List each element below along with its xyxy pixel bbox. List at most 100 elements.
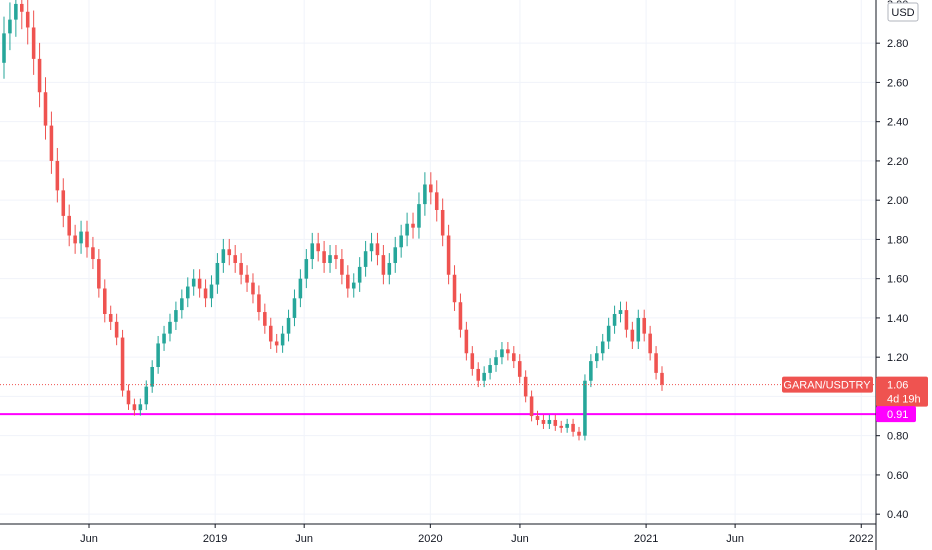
currency-label-text: USD — [891, 7, 914, 19]
candle — [405, 212, 409, 247]
candle-body — [20, 3, 24, 12]
candle — [517, 354, 522, 384]
candle — [606, 317, 611, 350]
candle-body — [263, 312, 267, 326]
candle — [2, 16, 6, 79]
candle-body — [565, 423, 569, 428]
x-tick-label: Jun — [511, 533, 529, 545]
candle-body — [310, 243, 315, 260]
last-price-badge-box — [876, 376, 928, 407]
candle — [375, 232, 380, 266]
candle — [257, 285, 261, 321]
candle — [91, 236, 95, 270]
candle-body — [440, 209, 445, 236]
candle — [67, 204, 71, 247]
candle-body — [648, 333, 652, 354]
candle — [387, 253, 392, 285]
support-line-badge: 0.91 — [876, 406, 916, 423]
candle-body — [405, 223, 409, 236]
candle-body — [132, 404, 137, 411]
candle-body — [488, 365, 492, 373]
candle-body — [251, 282, 255, 295]
candle-body — [61, 190, 66, 216]
candle — [553, 414, 558, 431]
candle-body — [417, 204, 421, 228]
candle-body — [458, 302, 463, 330]
candle — [268, 317, 273, 350]
candle — [541, 414, 546, 429]
candle-body — [168, 321, 172, 334]
candle-body — [126, 390, 131, 405]
candle — [168, 313, 172, 342]
x-tick-label: 2019 — [203, 533, 227, 545]
candle-body — [589, 361, 593, 381]
candle — [660, 366, 664, 391]
y-tick-label: 0.80 — [887, 431, 908, 443]
symbol-tag-text: GARAN/USDTRY — [783, 380, 871, 392]
candle — [595, 346, 599, 369]
candle-body — [138, 404, 143, 411]
candle-body — [108, 314, 113, 322]
candle-body — [606, 325, 611, 342]
y-tick-label: 1.60 — [887, 274, 908, 286]
candle-body — [67, 215, 71, 236]
symbol-tag-box — [782, 376, 873, 393]
candles — [0, 0, 876, 441]
time-axis[interactable]: Jun 2019 Jun 2020 Jun 2021 Jun 2022 — [0, 523, 876, 545]
candle-body — [583, 380, 587, 436]
candle — [144, 380, 149, 410]
candle-body — [630, 329, 635, 342]
candle — [274, 333, 279, 353]
candle-body — [399, 235, 403, 248]
x-tick-label: Jun — [295, 533, 313, 545]
candle — [470, 346, 475, 376]
candle — [97, 249, 101, 298]
candle — [73, 224, 77, 254]
candle-body — [512, 353, 516, 362]
candle-body — [577, 431, 581, 436]
candle-body — [239, 262, 243, 275]
candle — [203, 279, 208, 308]
candle — [381, 245, 386, 285]
candle-body — [185, 286, 190, 299]
candle-body — [470, 353, 475, 369]
candle — [221, 238, 226, 273]
candle — [446, 224, 451, 285]
candle — [180, 289, 184, 319]
candle — [464, 321, 469, 361]
candle — [174, 301, 178, 330]
candle-body — [156, 343, 160, 367]
candle-body — [25, 11, 30, 28]
candle-body — [120, 337, 125, 391]
candle-body — [274, 341, 279, 346]
candle — [292, 289, 297, 327]
y-tick-label: 1.80 — [887, 234, 908, 246]
candle — [245, 265, 249, 292]
candle — [334, 245, 338, 270]
candle-body — [559, 425, 564, 428]
candle-body — [654, 353, 658, 373]
candle — [399, 224, 403, 258]
support-line-badge-box — [876, 406, 916, 423]
price-axis[interactable]: 0.400.600.801.001.201.401.601.802.002.20… — [875, 0, 908, 550]
candle-body — [91, 247, 95, 260]
candle-body — [49, 125, 54, 161]
candle — [369, 232, 374, 262]
candle — [108, 305, 113, 330]
candle — [434, 180, 439, 222]
candle — [393, 236, 398, 273]
candle — [132, 398, 137, 416]
currency-label[interactable]: USD — [887, 2, 919, 22]
candle — [55, 147, 60, 203]
candle — [126, 384, 131, 410]
candle-body — [280, 333, 285, 346]
candle-body — [37, 58, 42, 93]
candle — [411, 212, 415, 239]
candle-body — [363, 251, 368, 267]
candle — [102, 279, 107, 323]
candle — [600, 333, 605, 361]
candle-body — [600, 341, 605, 354]
candle-body — [150, 366, 154, 387]
candle-body — [351, 282, 356, 289]
